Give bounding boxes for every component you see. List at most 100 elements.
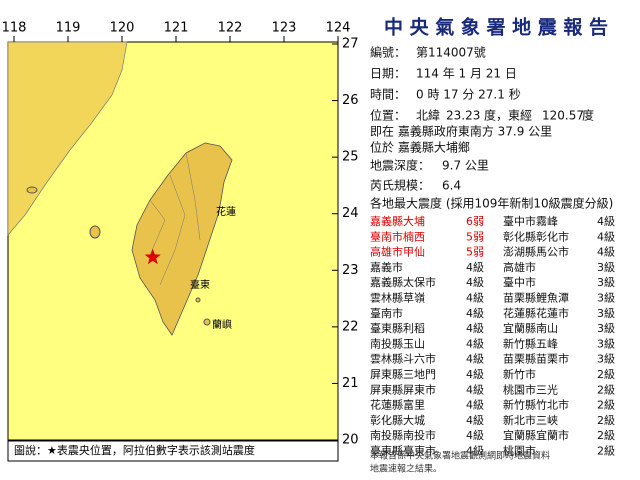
footer-note: 本報告係中央氣象署地震觀測網即時地震資料 [370,450,550,462]
lat-tick-label: 26 [342,93,359,108]
lat-tick-label: 21 [342,376,359,391]
station-name: 臺南市 [370,306,403,320]
station-name: 嘉義市 [370,260,403,274]
lat-tick-label: 22 [342,319,359,334]
relative-location: 即在 嘉義縣政府東南方 37.9 公里 [370,124,552,139]
station-name: 臺中市 [503,275,536,289]
station-name: 桃園市 [503,444,536,458]
station-intensity: 3級 [597,307,615,320]
station-name: 高雄市 [503,260,536,274]
station-name: 嘉義縣太保市 [370,275,436,289]
lon-value: 120.57 [542,109,584,123]
date-value: 114 年 1 月 21 日 [416,67,517,81]
lat-value: 23.23 [446,109,480,123]
station-intensity: 4級 [466,399,484,412]
report-title: 中 央 氣 象 署 地 震 報 告 [384,16,608,39]
lon-tick-label: 121 [164,21,189,36]
station-name: 苗栗縣鯉魚潭 [503,291,569,305]
station-name: 彰化縣大城 [370,413,425,427]
station-name: 新北市三峽 [503,413,558,427]
location-label: 位置： [370,108,406,123]
lat-tick-label: 24 [342,206,359,221]
station-name: 新竹市 [503,367,536,381]
station-name: 臺東縣利稻 [370,321,425,335]
place-label: 臺東 [190,278,210,291]
lat-tick-label: 20 [342,433,359,448]
lanyu [203,318,211,326]
station-name: 新竹縣竹北市 [503,398,569,412]
station-intensity: 2級 [597,399,615,412]
epicenter-star [144,248,161,265]
station-intensity: 4級 [466,276,484,289]
station-intensity: 2級 [597,429,615,442]
lon-tick-label: 122 [218,21,243,36]
station-intensity: 4級 [466,322,484,335]
station-intensity: 4級 [597,215,615,228]
legend-text: 圖說：★表震央位置，阿拉伯數字表示該測站震度 [14,443,255,457]
station-name: 雲林縣斗六市 [370,352,436,366]
station-intensity: 4級 [466,292,484,305]
lon-unit: 度 [582,108,594,123]
station-name: 花蓮縣花蓮市 [503,306,569,320]
station-intensity: 3級 [597,353,615,366]
county-borders [149,152,201,286]
station-intensity: 4級 [466,383,484,396]
station-name: 雲林縣草嶺 [370,291,425,305]
magnitude-value: 6.4 [442,179,461,193]
date-label: 日期： [370,67,406,81]
lat-tick-label: 25 [342,150,359,165]
time-label: 時間： [370,88,406,102]
legend-box [7,440,339,462]
station-intensity: 4級 [466,261,484,274]
station-name: 高雄市甲仙 [370,245,425,259]
station-name: 嘉義縣大埔 [370,214,425,228]
station-name: 南投縣南投市 [370,428,436,442]
town: 位於 嘉義縣大埔鄉 [370,140,470,155]
mainland-coast [7,41,128,236]
green-island [195,297,201,303]
number-label: 編號： [370,45,406,60]
station-intensity: 4級 [466,353,484,366]
magnitude-label: 芮氏規模： [370,178,430,193]
lat-unit: 度，東經 [484,108,532,123]
station-intensity: 4級 [597,230,615,243]
lon-tick-label: 120 [110,21,135,36]
station-name: 花蓮縣富里 [370,398,425,412]
station-intensity: 5弱 [466,230,484,243]
kinmen [26,186,38,194]
station-intensity: 3級 [597,322,615,335]
station-intensity: 4級 [466,368,484,381]
intensity-title: 各地最大震度 (採用109年新制10級震度分級) [370,196,613,211]
station-intensity: 3級 [597,276,615,289]
station-intensity: 2級 [597,383,615,396]
station-name: 臺南市楠西 [370,229,425,243]
station-name: 澎湖縣馬公市 [503,245,569,259]
station-intensity: 5弱 [466,246,484,259]
station-intensity: 4級 [466,445,484,458]
station-intensity: 3級 [597,337,615,350]
station-intensity: 2級 [597,414,615,427]
station-name: 新竹縣五峰 [503,336,558,350]
station-name: 臺中市霧峰 [503,214,558,228]
station-name: 彰化縣彰化市 [503,229,569,243]
station-intensity: 3級 [597,261,615,274]
lon-tick-label: 124 [326,21,351,36]
lon-tick-label: 119 [56,21,81,36]
station-intensity: 2級 [597,445,615,458]
footer-note: 地震速報之結果。 [370,463,442,475]
station-intensity: 3級 [597,292,615,305]
station-intensity: 4級 [466,429,484,442]
station-name: 宜蘭縣南山 [503,321,558,335]
station-name: 桃園市三光 [503,382,558,396]
station-name: 臺東縣臺東市 [370,444,436,458]
station-intensity: 6弱 [466,215,484,228]
taiwan-island [131,142,233,336]
depth-label: 地震深度： [370,158,430,173]
station-intensity: 4級 [466,414,484,427]
lat-tick-label: 27 [342,37,359,52]
station-intensity: 4級 [466,337,484,350]
station-name: 南投縣玉山 [370,336,425,350]
penghu [89,225,101,239]
